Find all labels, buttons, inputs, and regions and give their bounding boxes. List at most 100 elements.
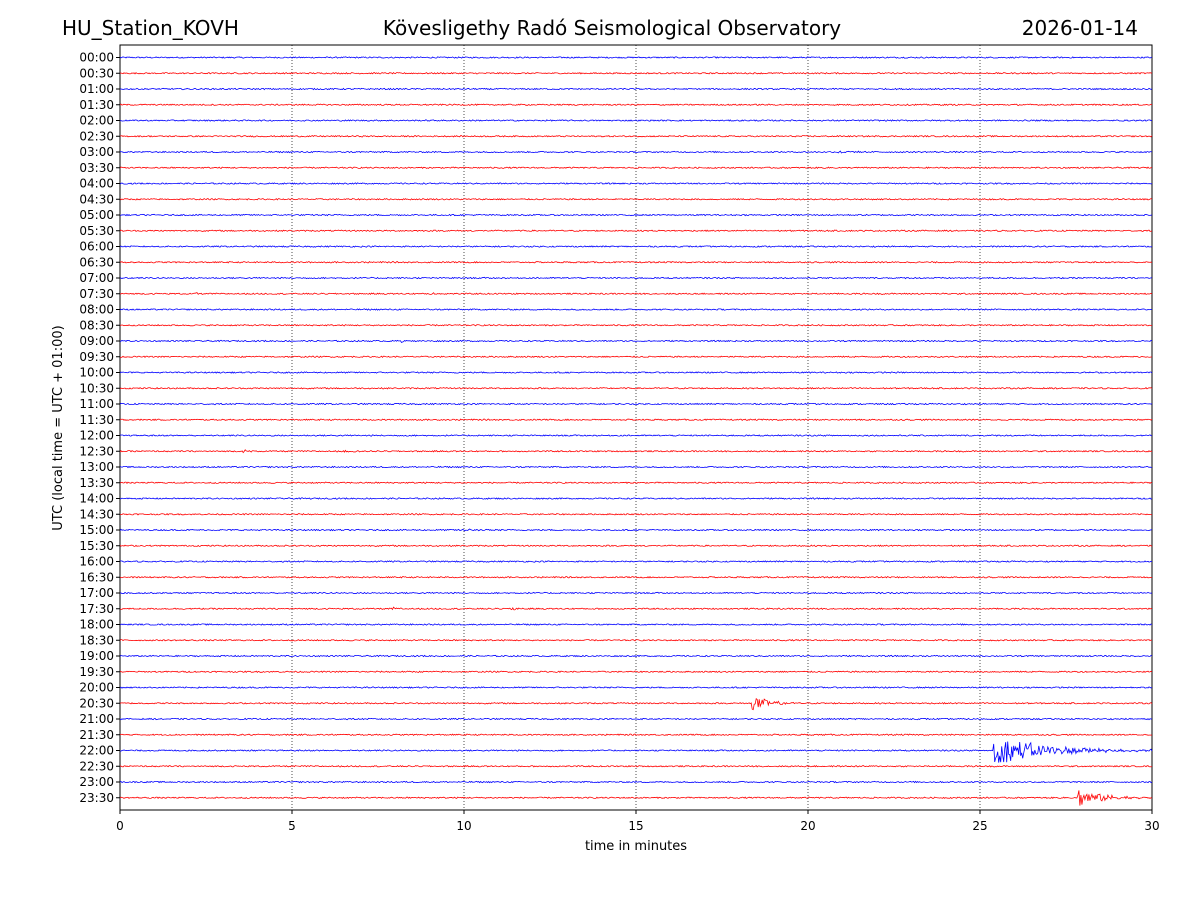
y-tick-label: 15:00 — [79, 523, 114, 537]
y-tick-label: 05:00 — [79, 208, 114, 222]
y-tick-label: 18:30 — [79, 633, 114, 647]
trace-line — [119, 765, 1153, 768]
trace-line — [119, 119, 1153, 122]
date-label: 2026-01-14 — [1022, 16, 1138, 40]
trace-line — [119, 308, 1153, 311]
observatory-title: Kövesligethy Radó Seismological Observat… — [383, 16, 841, 40]
trace-line — [119, 780, 1153, 784]
y-tick-label: 12:30 — [79, 444, 114, 458]
y-tick-label: 08:00 — [79, 303, 114, 317]
trace-line — [119, 434, 1153, 437]
y-tick-label: 16:30 — [79, 570, 114, 584]
trace-line — [119, 72, 1153, 75]
trace-line — [119, 103, 1153, 106]
trace-line — [119, 606, 1153, 611]
y-tick-label: 17:00 — [79, 586, 114, 600]
trace-line — [119, 245, 1153, 248]
y-tick-label: 19:30 — [79, 665, 114, 679]
y-tick-label: 18:00 — [79, 618, 114, 632]
trace-line — [119, 481, 1153, 485]
y-tick-label: 05:30 — [79, 224, 114, 238]
trace-line — [119, 371, 1153, 374]
trace-line — [119, 197, 1153, 201]
y-tick-label: 10:00 — [79, 366, 114, 380]
y-tick-label: 14:30 — [79, 507, 114, 521]
y-tick-label: 23:30 — [79, 791, 114, 805]
trace-line — [119, 790, 1153, 806]
trace-line — [119, 544, 1153, 548]
y-tick-label: 16:00 — [79, 555, 114, 569]
y-tick-label: 13:00 — [79, 460, 114, 474]
trace-line — [119, 654, 1153, 658]
y-tick-label: 09:00 — [79, 334, 114, 348]
trace-line — [119, 623, 1153, 626]
y-tick-label: 00:30 — [79, 66, 114, 80]
trace-line — [119, 56, 1153, 59]
trace-line — [119, 591, 1153, 595]
y-tick-label: 08:30 — [79, 318, 114, 332]
station-name: HU_Station_KOVH — [62, 16, 239, 40]
trace-line — [119, 560, 1153, 563]
trace-line — [119, 150, 1153, 154]
y-tick-label: 09:30 — [79, 350, 114, 364]
y-tick-label: 15:30 — [79, 539, 114, 553]
trace-line — [119, 323, 1153, 327]
y-tick-label: 06:00 — [79, 240, 114, 254]
y-tick-label: 14:00 — [79, 492, 114, 506]
y-tick-label: 17:30 — [79, 602, 114, 616]
x-tick-label: 10 — [456, 819, 471, 833]
trace-line — [119, 402, 1153, 406]
trace-line — [119, 276, 1153, 280]
trace-line — [119, 260, 1153, 264]
x-tick-label: 0 — [116, 819, 124, 833]
y-tick-label: 19:00 — [79, 649, 114, 663]
x-tick-label: 30 — [1144, 819, 1159, 833]
trace-line — [119, 741, 1153, 763]
x-tick-label: 5 — [288, 819, 296, 833]
trace-line — [119, 213, 1153, 217]
y-tick-label: 10:30 — [79, 381, 114, 395]
y-tick-label: 11:30 — [79, 413, 114, 427]
y-tick-label: 20:00 — [79, 681, 114, 695]
y-tick-label: 02:00 — [79, 114, 114, 128]
trace-line — [119, 87, 1153, 91]
trace-line — [119, 686, 1153, 689]
trace-line — [119, 575, 1153, 579]
trace-line — [119, 717, 1153, 721]
traces — [119, 56, 1153, 806]
trace-line — [119, 733, 1153, 737]
trace-line — [119, 670, 1153, 674]
trace-line — [119, 698, 1153, 711]
y-tick-label: 01:00 — [79, 82, 114, 96]
y-tick-label: 04:30 — [79, 192, 114, 206]
y-tick-label: 01:30 — [79, 98, 114, 112]
y-tick-label: 03:30 — [79, 161, 114, 175]
y-tick-label: 02:30 — [79, 129, 114, 143]
y-tick-label: 07:30 — [79, 287, 114, 301]
grid-lines — [291, 45, 981, 810]
y-tick-label: 00:00 — [79, 51, 114, 65]
trace-line — [119, 386, 1153, 390]
y-tick-label: 04:00 — [79, 177, 114, 191]
x-tick-label: 25 — [972, 819, 987, 833]
trace-line — [119, 339, 1153, 343]
trace-line — [119, 418, 1153, 422]
y-axis-label: UTC (local time = UTC + 01:00) — [51, 325, 66, 530]
y-tick-label: 21:00 — [79, 712, 114, 726]
y-tick-label: 23:00 — [79, 775, 114, 789]
trace-line — [119, 449, 1153, 454]
x-tick-label: 15 — [628, 819, 643, 833]
trace-line — [120, 355, 1153, 359]
trace-line — [119, 497, 1153, 500]
y-tick-label: 20:30 — [79, 696, 114, 710]
trace-line — [119, 465, 1153, 469]
y-tick-label: 11:00 — [79, 397, 114, 411]
y-tick-label: 22:00 — [79, 744, 114, 758]
trace-line — [119, 528, 1153, 532]
x-tick-label: 20 — [800, 819, 815, 833]
y-tick-label: 12:00 — [79, 429, 114, 443]
trace-line — [119, 638, 1153, 642]
x-axis-label: time in minutes — [585, 839, 687, 854]
